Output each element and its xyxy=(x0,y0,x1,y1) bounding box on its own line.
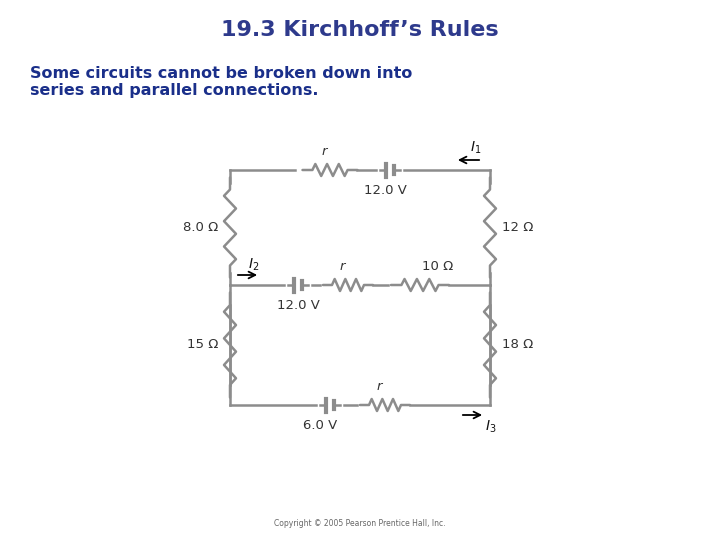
Text: 6.0 V: 6.0 V xyxy=(303,419,337,432)
Text: series and parallel connections.: series and parallel connections. xyxy=(30,84,318,98)
Text: Some circuits cannot be broken down into: Some circuits cannot be broken down into xyxy=(30,65,413,80)
Text: 8.0 Ω: 8.0 Ω xyxy=(183,221,218,234)
Text: 18 Ω: 18 Ω xyxy=(502,339,534,352)
Text: $I_2$: $I_2$ xyxy=(248,256,259,273)
Text: 12.0 V: 12.0 V xyxy=(364,184,406,197)
Text: $r$: $r$ xyxy=(376,380,384,393)
Text: 12.0 V: 12.0 V xyxy=(276,299,320,312)
Text: $I_3$: $I_3$ xyxy=(485,419,497,435)
Text: 15 Ω: 15 Ω xyxy=(186,339,218,352)
Text: $r$: $r$ xyxy=(339,260,347,273)
Text: 10 Ω: 10 Ω xyxy=(422,260,454,273)
Text: $r$: $r$ xyxy=(321,145,329,158)
Text: 19.3 Kirchhoff’s Rules: 19.3 Kirchhoff’s Rules xyxy=(221,20,499,40)
Text: Copyright © 2005 Pearson Prentice Hall, Inc.: Copyright © 2005 Pearson Prentice Hall, … xyxy=(274,519,446,528)
Text: $I_1$: $I_1$ xyxy=(470,140,482,156)
Text: 12 Ω: 12 Ω xyxy=(502,221,534,234)
